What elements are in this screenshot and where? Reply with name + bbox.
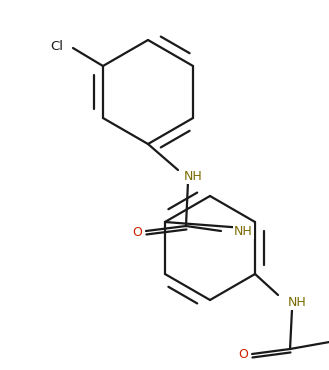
- Text: O: O: [238, 349, 248, 361]
- Text: NH: NH: [234, 225, 253, 238]
- Text: O: O: [132, 225, 142, 239]
- Text: Cl: Cl: [50, 40, 63, 53]
- Text: NH: NH: [184, 169, 203, 182]
- Text: NH: NH: [288, 296, 307, 309]
